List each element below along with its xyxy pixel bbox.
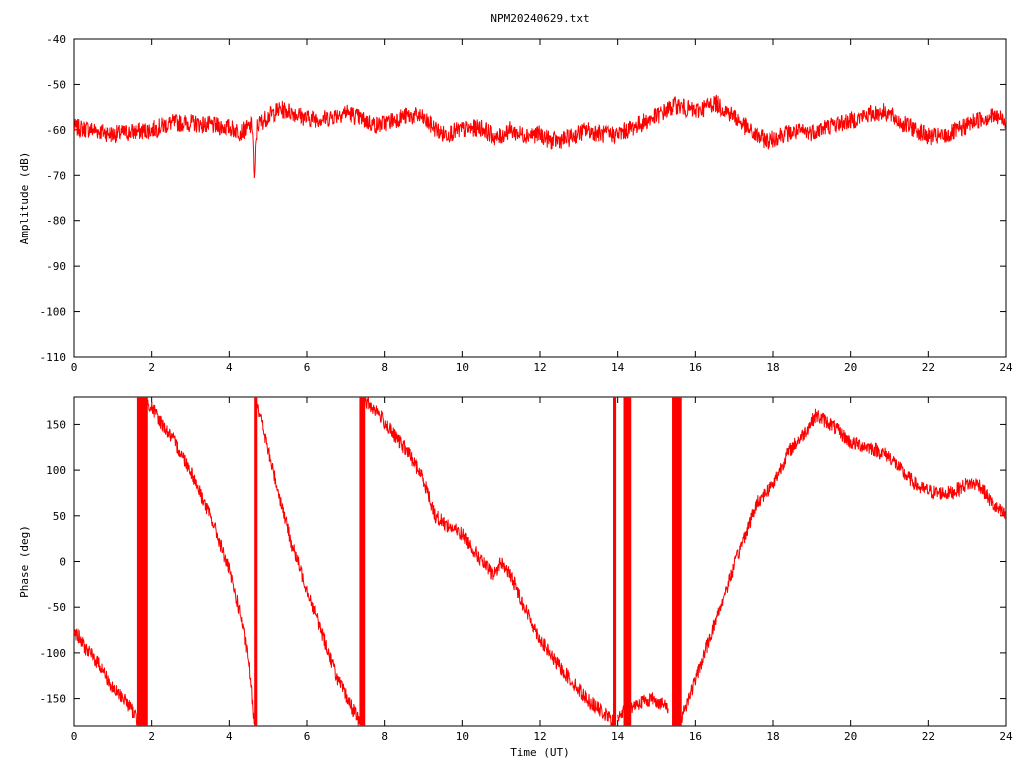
y-tick-label: -40 <box>46 33 66 46</box>
y-tick-label: 50 <box>53 510 66 523</box>
y-axis-label: Phase (deg) <box>18 525 31 598</box>
x-axis-label: Time (UT) <box>510 746 570 759</box>
x-tick-label: 24 <box>999 361 1013 374</box>
y-tick-label: -150 <box>40 693 67 706</box>
x-tick-label: 0 <box>71 361 78 374</box>
y-tick-label: -100 <box>40 647 67 660</box>
x-tick-label: 6 <box>304 361 311 374</box>
phase-panel: 0 2 4 6 8 10 12 14 16 18 20 22 24150100500-50-100-15… <box>18 396 1013 759</box>
series-line <box>256 397 360 726</box>
series-line <box>147 399 256 725</box>
y-tick-label: -90 <box>46 260 66 273</box>
chart-title: NPM20240629.txt <box>490 12 589 25</box>
x-tick-label: 8 <box>381 361 388 374</box>
x-tick-label: 12 <box>533 361 546 374</box>
x-tick-label: 6 <box>304 730 311 743</box>
plot-frame <box>73 38 1007 358</box>
x-tick-label: 12 <box>533 730 546 743</box>
y-tick-label: -110 <box>40 351 67 364</box>
x-tick-label: 4 <box>226 730 233 743</box>
x-tick-label: 10 <box>456 361 469 374</box>
y-tick-label: 150 <box>46 418 66 431</box>
amplitude-panel: 0 2 4 6 8 10 12 14 16 18 20 22 24-40-50-60-70-80-90-… <box>18 12 1013 374</box>
x-tick-label: 20 <box>844 730 857 743</box>
y-tick-label: -100 <box>40 306 67 319</box>
x-tick-label: 22 <box>922 361 935 374</box>
x-tick-label: 20 <box>844 361 857 374</box>
x-tick-label: 16 <box>689 730 702 743</box>
x-tick-label: 4 <box>226 361 233 374</box>
x-tick-label: 8 <box>381 730 388 743</box>
y-tick-label: -50 <box>46 601 66 614</box>
y-tick-label: 0 <box>59 556 66 569</box>
x-tick-label: 18 <box>766 730 779 743</box>
series-group <box>74 397 1006 726</box>
phase-wrap-band <box>613 397 617 726</box>
y-axis-label: Amplitude (dB) <box>18 152 31 245</box>
x-tick-label: 2 <box>148 361 155 374</box>
phase-wrap-band <box>672 397 682 726</box>
x-tick-label: 24 <box>999 730 1013 743</box>
series-line <box>364 397 615 726</box>
series-line <box>679 408 1006 725</box>
phase-wrap-band <box>359 397 366 726</box>
phase-wrap-band <box>623 397 632 726</box>
y-tick-label: -80 <box>46 215 66 228</box>
phase-wrap-band <box>136 397 148 726</box>
series-line <box>74 94 1006 179</box>
y-tick-label: -70 <box>46 169 66 182</box>
y-tick-label: -60 <box>46 124 66 137</box>
series-group <box>74 94 1006 179</box>
x-tick-label: 16 <box>689 361 702 374</box>
x-tick-label: 22 <box>922 730 935 743</box>
series-line <box>74 628 138 726</box>
x-tick-label: 2 <box>148 730 155 743</box>
y-tick-label: -50 <box>46 78 66 91</box>
x-tick-label: 14 <box>611 730 625 743</box>
x-tick-label: 14 <box>611 361 625 374</box>
x-tick-label: 18 <box>766 361 779 374</box>
phase-wrap-band <box>254 397 258 726</box>
x-tick-label: 0 <box>71 730 78 743</box>
y-tick-label: 100 <box>46 464 66 477</box>
x-tick-label: 10 <box>456 730 469 743</box>
